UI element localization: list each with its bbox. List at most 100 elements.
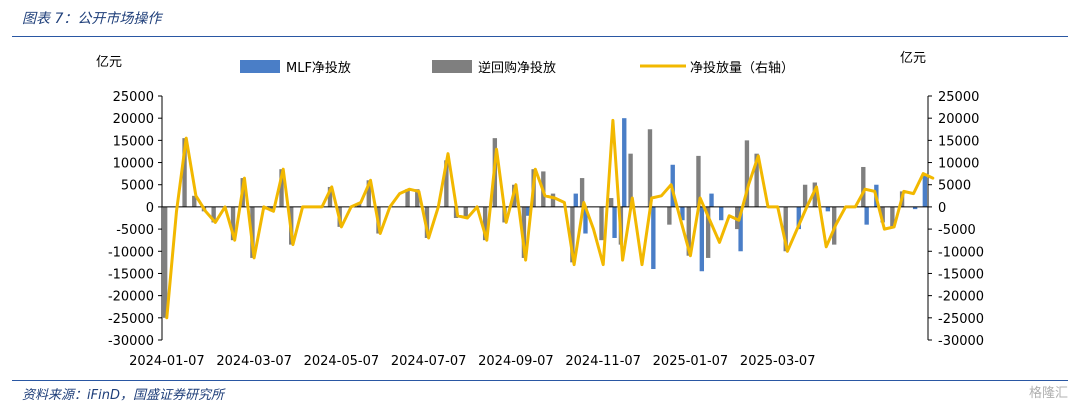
mlf-bar: [680, 206, 685, 221]
open-market-chart: 亿元 亿元 MLF净投放 逆回购净投放 净投放量（右轴） 25000 20000 1…: [96, 51, 984, 369]
repo-bar: [327, 186, 333, 207]
repo-bar: [182, 138, 187, 207]
net-injection-line: [165, 118, 935, 320]
watermark: 格隆汇: [1028, 386, 1068, 401]
repo-bar: [744, 140, 750, 207]
repo-bar: [754, 153, 759, 207]
mlf-bar: [525, 206, 530, 216]
repo-bar: [192, 195, 197, 207]
x-tick-label: 2024-05-07: [304, 354, 380, 369]
legend-mlf-swatch: [240, 60, 280, 73]
mlf-bar: [699, 206, 705, 272]
right-tick-label: 0: [938, 201, 946, 216]
repo-bar: [463, 206, 468, 218]
repo-bar: [366, 180, 371, 207]
repo-bar: [279, 169, 284, 207]
repo-bar: [211, 206, 216, 223]
left-tick-label: 20000: [113, 112, 154, 127]
right-tick-label: 10000: [938, 157, 979, 172]
left-tick-label: -5000: [116, 223, 154, 238]
repo-bar: [705, 206, 711, 258]
repo-bar: [647, 129, 653, 207]
mlf-bars: [525, 118, 928, 272]
repo-bar: [415, 189, 420, 207]
source-note: 资料来源：iFinD，国盛证券研究所: [22, 388, 224, 403]
legend: MLF净投放 逆回购净投放 净投放量（右轴）: [240, 60, 794, 76]
right-y-axis: 25000 20000 15000 10000 5000 0 -5000 -10000 -150…: [927, 90, 984, 349]
repo-bar: [628, 153, 633, 207]
repo-bar: [880, 206, 885, 223]
net-line-group: [165, 118, 935, 320]
x-tick-label: 2024-07-07: [391, 354, 467, 369]
x-tick-label: 2024-03-07: [216, 354, 292, 369]
repo-bar: [579, 178, 585, 207]
figure-footer: 资料来源：iFinD，国盛证券研究所 格隆汇: [0, 376, 1080, 408]
right-tick-label: 20000: [938, 112, 979, 127]
left-y-axis: 25000 20000 15000 10000 5000 0 -5000 -10000 -150…: [108, 90, 163, 349]
repo-bar: [667, 206, 672, 225]
left-tick-label: 25000: [113, 90, 154, 105]
mlf-bar: [796, 206, 801, 230]
x-tick-label: 2025-01-07: [653, 354, 729, 369]
left-tick-label: 5000: [121, 179, 154, 194]
left-tick-label: 10000: [113, 157, 154, 172]
repo-bar: [482, 206, 488, 241]
repo-bar: [521, 206, 527, 258]
right-tick-label: -20000: [938, 290, 984, 305]
repo-bar: [424, 206, 430, 238]
legend-mlf-label: MLF净投放: [286, 60, 351, 76]
figure-header: 图表 7：公开市场操作: [0, 0, 1080, 38]
left-tick-label: -15000: [108, 267, 154, 282]
repo-bars: [162, 129, 905, 318]
mlf-bar: [719, 206, 724, 221]
repo-bar: [802, 184, 808, 207]
x-tick-label: 2025-03-07: [740, 354, 816, 369]
header-rule: [12, 36, 1068, 37]
repo-bar: [861, 166, 866, 207]
repo-bar: [550, 193, 556, 207]
left-tick-label: -25000: [108, 312, 154, 327]
left-tick-label: -30000: [108, 334, 154, 349]
repo-bar: [162, 206, 168, 318]
repo-bar: [230, 206, 236, 241]
mlf-bar: [825, 206, 831, 212]
x-tick-label: 2024-11-07: [565, 354, 641, 369]
mlf-bar: [922, 173, 928, 207]
legend-repo-label: 逆回购净投放: [478, 60, 556, 76]
right-tick-label: -15000: [938, 267, 984, 282]
right-tick-label: -30000: [938, 334, 984, 349]
x-tick-label: 2024-01-07: [129, 354, 205, 369]
mlf-bar: [912, 206, 918, 210]
left-axis-unit: 亿元: [96, 55, 122, 70]
repo-bar: [609, 198, 614, 207]
x-tick-label: 2024-09-07: [478, 354, 554, 369]
legend-repo-swatch: [432, 60, 472, 73]
right-axis-unit: 亿元: [900, 51, 926, 66]
figure-title: 图表 7：公开市场操作: [22, 11, 162, 27]
repo-bar: [599, 206, 604, 241]
mlf-bar: [612, 206, 617, 238]
repo-bar: [444, 160, 449, 207]
repo-bar: [783, 206, 788, 252]
right-tick-label: 25000: [938, 90, 979, 105]
repo-bar: [890, 206, 895, 227]
right-tick-label: -10000: [938, 245, 984, 260]
footer-rule: [12, 380, 1068, 381]
repo-bar: [686, 206, 691, 256]
right-tick-label: 5000: [938, 179, 971, 194]
mlf-bar: [651, 206, 656, 270]
mlf-bar: [864, 206, 869, 225]
mlf-bar: [622, 118, 627, 207]
repo-bar: [812, 182, 817, 207]
right-tick-label: 15000: [938, 134, 979, 149]
right-tick-label: -5000: [938, 223, 976, 238]
repo-bar: [696, 155, 701, 207]
left-tick-label: 0: [146, 201, 154, 216]
mlf-bar: [709, 193, 714, 207]
x-axis: 2024-01-07 2024-03-07 2024-05-07 2024-07-07…: [129, 206, 928, 369]
left-tick-label: -20000: [108, 290, 154, 305]
mlf-bar: [583, 206, 588, 234]
repo-bar: [405, 189, 410, 207]
legend-net-label: 净投放量（右轴）: [690, 60, 794, 76]
repo-bar: [570, 206, 575, 263]
